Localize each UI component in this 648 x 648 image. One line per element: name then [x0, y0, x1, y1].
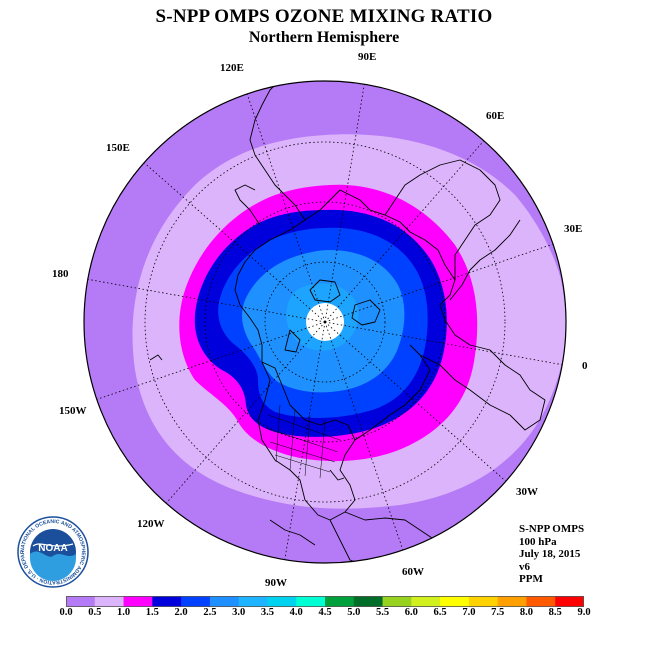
lon-label-60w: 60W: [402, 566, 424, 578]
colorbar-tick-label: 0.5: [88, 607, 102, 618]
colorbar-labels: 0.0 0.5 1.0 1.5 2.0 2.5 3.0 3.5 4.0 4.5 5.0 5.5 6.0 6…: [0, 607, 648, 623]
colorbar-tick-label: 2.5: [203, 607, 217, 618]
colorbar-swatch: [526, 596, 556, 607]
colorbar-swatch: [411, 596, 441, 607]
colorbar-tick-label: 1.5: [145, 607, 159, 618]
lon-label-90e: 90E: [358, 51, 377, 63]
colorbar-swatch: [555, 596, 584, 607]
colorbar-tick-label: 7.5: [491, 607, 505, 618]
colorbar-swatch: [353, 596, 384, 607]
colorbar-swatch: [497, 596, 527, 607]
lon-label-150w: 150W: [59, 405, 87, 417]
colorbar-tick-label: 4.0: [289, 607, 303, 618]
info-date: July 18, 2015: [519, 548, 581, 560]
colorbar-tick-label: 9.0: [577, 607, 591, 618]
colorbar-border: [66, 596, 584, 607]
colorbar-tick-label: 6.0: [404, 607, 418, 618]
colorbar-swatch: [296, 596, 326, 607]
grid-lines: [84, 81, 566, 563]
lon-label-120w: 120W: [137, 518, 165, 530]
colorbar-swatch: [325, 596, 355, 607]
colorbar-swatch: [209, 596, 240, 607]
info-instrument: S-NPP OMPS: [519, 523, 585, 535]
colorbar-swatch: [267, 596, 297, 607]
us-state-borders: [265, 404, 341, 479]
colorbar-tick-label: 0.0: [59, 607, 73, 618]
colorbar-swatch: [238, 596, 268, 607]
colorbar-swatch: [152, 596, 182, 607]
lon-label-180: 180: [52, 268, 69, 280]
colorbar-tick-label: 1.0: [116, 607, 131, 618]
logo-text: NOAA: [38, 543, 67, 554]
colorbar-tick-label: 5.5: [375, 607, 390, 618]
colorbar-tick-label: 8.0: [519, 607, 533, 618]
lon-label-90w: 90W: [265, 577, 287, 589]
colorbar: [66, 596, 584, 607]
colorbar-tick-label: 4.5: [318, 607, 332, 618]
lon-label-150e: 150E: [106, 142, 130, 154]
colorbar-tick-label: 2.0: [174, 607, 188, 618]
map-boundary: [83, 80, 567, 564]
lon-label-30e: 30E: [564, 223, 583, 235]
lon-label-120e: 120E: [220, 62, 244, 74]
info-version: v6: [519, 560, 530, 573]
colorbar-swatch: [468, 596, 499, 607]
colorbar-tick-label: 3.5: [260, 607, 274, 618]
colorbar-swatch: [382, 596, 412, 607]
colorbar-swatch: [440, 596, 470, 607]
colorbar-tick-label: 8.5: [548, 607, 562, 618]
colorbar-tick-label: 6.5: [433, 607, 447, 618]
map-info-block: S-NPP OMPS 100 hPa July 18, 2015 v6 PPM: [519, 523, 584, 586]
lon-label-30w: 30W: [516, 486, 538, 498]
lon-label-0: 0: [582, 360, 588, 372]
colorbar-swatch: [94, 596, 125, 607]
colorbar-tick-label: 5.0: [347, 607, 361, 618]
coastlines: [149, 81, 546, 563]
lon-label-60e: 60E: [486, 110, 505, 122]
noaa-logo: NATIONAL OCEANIC AND ATMOSPHERIC ADMINIS…: [17, 516, 89, 588]
info-units: PPM: [519, 573, 543, 585]
colorbar-swatch: [66, 596, 96, 607]
map-subtitle: Northern Hemisphere: [248, 29, 400, 46]
info-level: 100 hPa: [519, 535, 557, 548]
map-title: S-NPP OMPS OZONE MIXING RATIO: [155, 6, 493, 27]
colorbar-swatch: [123, 596, 153, 607]
colorbar-tick-label: 7.0: [462, 607, 476, 618]
colorbar-swatch: [181, 596, 211, 607]
colorbar-tick-label: 3.0: [232, 607, 246, 618]
